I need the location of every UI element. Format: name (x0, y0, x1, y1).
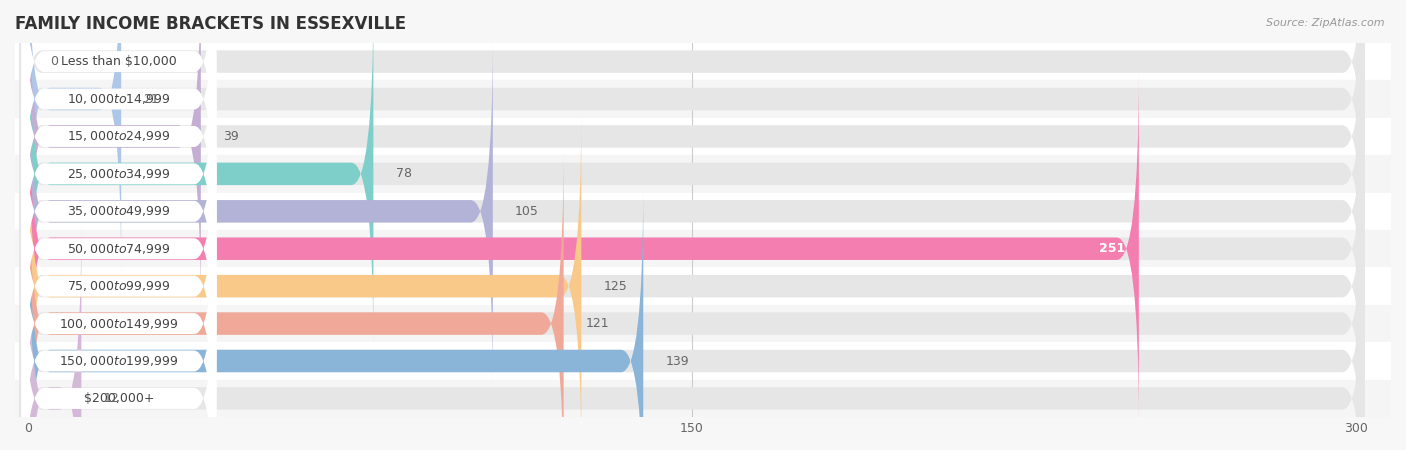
FancyBboxPatch shape (28, 36, 494, 387)
Text: $150,000 to $199,999: $150,000 to $199,999 (59, 354, 179, 368)
Bar (15, 230, 1391, 267)
Text: 78: 78 (395, 167, 412, 180)
Text: FAMILY INCOME BRACKETS IN ESSEXVILLE: FAMILY INCOME BRACKETS IN ESSEXVILLE (15, 15, 406, 33)
FancyBboxPatch shape (28, 223, 82, 450)
FancyBboxPatch shape (20, 0, 1364, 238)
FancyBboxPatch shape (28, 148, 564, 450)
FancyBboxPatch shape (21, 222, 217, 450)
FancyBboxPatch shape (21, 0, 217, 238)
FancyBboxPatch shape (21, 147, 217, 450)
FancyBboxPatch shape (21, 0, 217, 313)
Text: 251: 251 (1099, 242, 1126, 255)
Text: Source: ZipAtlas.com: Source: ZipAtlas.com (1267, 18, 1385, 28)
Bar (15, 155, 1391, 193)
FancyBboxPatch shape (20, 36, 1364, 387)
Text: 105: 105 (515, 205, 538, 218)
Text: $100,000 to $149,999: $100,000 to $149,999 (59, 317, 179, 331)
Bar (15, 305, 1391, 342)
Text: Less than $10,000: Less than $10,000 (60, 55, 177, 68)
FancyBboxPatch shape (20, 73, 1364, 425)
FancyBboxPatch shape (20, 110, 1364, 450)
Bar (15, 80, 1391, 118)
Text: 39: 39 (224, 130, 239, 143)
FancyBboxPatch shape (21, 35, 217, 388)
FancyBboxPatch shape (20, 223, 1364, 450)
Bar (15, 267, 1391, 305)
Text: $10,000 to $14,999: $10,000 to $14,999 (67, 92, 170, 106)
FancyBboxPatch shape (20, 0, 1364, 312)
FancyBboxPatch shape (28, 185, 644, 450)
FancyBboxPatch shape (20, 148, 1364, 450)
Text: 125: 125 (603, 279, 627, 292)
Text: $35,000 to $49,999: $35,000 to $49,999 (67, 204, 170, 218)
FancyBboxPatch shape (20, 0, 1364, 350)
Text: 21: 21 (143, 93, 159, 106)
Text: $200,000+: $200,000+ (84, 392, 155, 405)
FancyBboxPatch shape (28, 0, 374, 350)
FancyBboxPatch shape (21, 0, 217, 351)
Bar (15, 342, 1391, 380)
Text: $50,000 to $74,999: $50,000 to $74,999 (67, 242, 170, 256)
Text: 121: 121 (586, 317, 609, 330)
FancyBboxPatch shape (28, 73, 1139, 425)
FancyBboxPatch shape (28, 0, 201, 312)
Bar (15, 380, 1391, 417)
FancyBboxPatch shape (28, 0, 121, 275)
FancyBboxPatch shape (21, 72, 217, 425)
Bar (15, 118, 1391, 155)
Text: 139: 139 (665, 355, 689, 368)
FancyBboxPatch shape (28, 110, 581, 450)
Bar (15, 193, 1391, 230)
FancyBboxPatch shape (20, 0, 1364, 275)
FancyBboxPatch shape (21, 0, 217, 276)
Text: $75,000 to $99,999: $75,000 to $99,999 (67, 279, 170, 293)
Text: 12: 12 (104, 392, 120, 405)
Text: 0: 0 (51, 55, 59, 68)
Text: $25,000 to $34,999: $25,000 to $34,999 (67, 167, 170, 181)
FancyBboxPatch shape (21, 109, 217, 450)
FancyBboxPatch shape (21, 184, 217, 450)
Bar (15, 43, 1391, 80)
Text: $15,000 to $24,999: $15,000 to $24,999 (67, 130, 170, 144)
FancyBboxPatch shape (20, 185, 1364, 450)
